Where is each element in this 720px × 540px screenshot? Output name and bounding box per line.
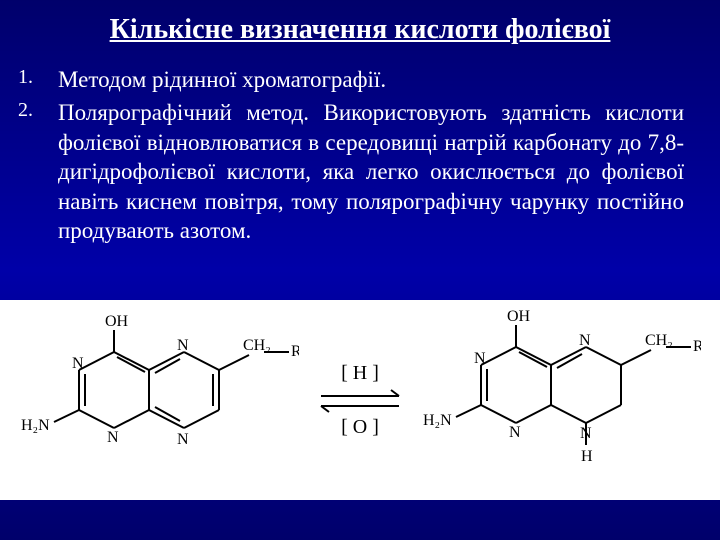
label-r: R [291, 343, 299, 360]
label-oh: OH [105, 313, 129, 330]
slide-title: Кількісне визначення кислоти фолієвої [0, 0, 720, 65]
label-n: N [107, 429, 119, 446]
label-nh2: H₂N [21, 417, 50, 434]
label-n: N [177, 337, 189, 354]
label-h: H [581, 448, 593, 465]
label-n: N [177, 431, 189, 448]
label-r: R [693, 338, 701, 355]
label-oh: OH [507, 308, 531, 325]
slide: Кількісне визначення кислоти фолієвої Ме… [0, 0, 720, 540]
label-ch2: CH₂ [243, 337, 271, 354]
list-item: Методом рідинної хроматографії. [18, 65, 684, 94]
label-n: N [474, 350, 486, 367]
equilibrium-arrows-icon [315, 386, 405, 414]
numbered-list: Методом рідинної хроматографії. Полярогр… [18, 65, 684, 246]
label-n: N [72, 355, 84, 372]
reaction-arrows: [ H ] [ O ] [315, 362, 405, 438]
reaction-bottom-label: [ O ] [341, 416, 379, 438]
label-nh2: H₂N [423, 412, 452, 429]
chemical-scheme: OH H₂N CH₂ R N N N N [ H ] [0, 300, 720, 500]
list-item-text: Методом рідинної хроматографії. [58, 67, 386, 92]
molecule-right: OH H₂N CH₂ R N N N N H [421, 305, 701, 495]
slide-content: Методом рідинної хроматографії. Полярогр… [0, 65, 720, 246]
label-nh: N [580, 425, 592, 442]
list-item-text: Полярографічний метод. Використовують зд… [58, 100, 684, 243]
molecule-left: OH H₂N CH₂ R N N N N [19, 310, 299, 490]
label-ch2: CH₂ [645, 332, 673, 349]
list-item: Полярографічний метод. Використовують зд… [18, 98, 684, 245]
label-n: N [509, 424, 521, 441]
reaction-top-label: [ H ] [341, 362, 379, 384]
label-n: N [579, 332, 591, 349]
